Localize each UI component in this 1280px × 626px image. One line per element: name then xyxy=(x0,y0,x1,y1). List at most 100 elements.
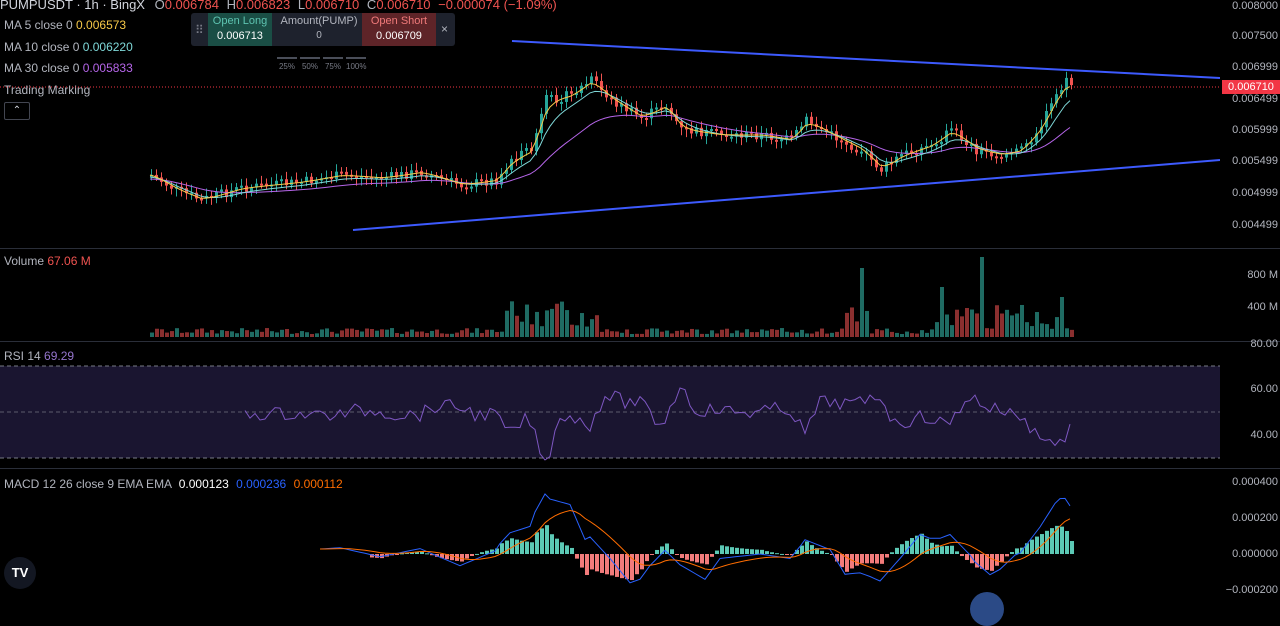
macd-histogram-bar xyxy=(955,551,959,554)
volume-chart[interactable] xyxy=(0,249,1220,341)
volume-bar xyxy=(650,328,654,337)
macd-axis[interactable]: 0.000400 0.000200 0.000000 −0.000200 xyxy=(1220,469,1280,607)
candle xyxy=(635,107,638,115)
open-long-button[interactable]: Open Long 0.006713 xyxy=(208,13,272,46)
candle xyxy=(185,188,188,194)
percent-25-button[interactable]: 25% xyxy=(277,57,297,71)
volume-bar xyxy=(230,331,234,337)
macd-tick: 0.000000 xyxy=(1232,548,1278,560)
volume-bar xyxy=(680,330,684,337)
ma5-legend[interactable]: MA 5 close 0 0.006573 xyxy=(4,18,126,32)
volume-bar xyxy=(470,332,474,337)
candle xyxy=(965,140,968,145)
macd-histogram-bar xyxy=(575,554,579,559)
collapse-indicators-button[interactable]: ⌃ xyxy=(4,102,30,120)
volume-bar xyxy=(910,333,914,337)
macd-histogram-bar xyxy=(815,548,819,554)
macd-line xyxy=(319,493,1071,584)
ma30-value: 0.005833 xyxy=(82,61,133,75)
candle xyxy=(535,133,538,152)
macd-histogram-bar xyxy=(680,554,684,559)
volume-bar xyxy=(870,333,874,337)
percent-100-button[interactable]: 100% xyxy=(346,57,366,71)
volume-bar xyxy=(855,321,859,337)
macd-histogram-bar xyxy=(595,554,599,572)
price-axis[interactable]: 0.008000 0.007500 0.006999 0.006499 0.00… xyxy=(1220,0,1280,248)
candle xyxy=(660,107,663,110)
candle xyxy=(170,185,173,189)
volume-bar xyxy=(560,301,564,337)
tradingview-logo[interactable]: TV xyxy=(4,557,36,589)
open-short-button[interactable]: Open Short 0.006709 xyxy=(362,13,436,46)
volume-bar xyxy=(265,328,269,337)
volume-bar xyxy=(530,324,534,337)
volume-bar xyxy=(685,332,689,337)
volume-bar xyxy=(570,324,574,337)
macd-histogram-bar xyxy=(615,554,619,577)
candle xyxy=(455,178,458,184)
volume-bar xyxy=(255,329,259,337)
volume-axis[interactable]: 800 M 400 M xyxy=(1220,249,1280,341)
macd-histogram-bar xyxy=(660,546,664,554)
volume-bar xyxy=(390,328,394,337)
trading-marking-legend[interactable]: Trading Marking xyxy=(4,83,90,97)
macd-histogram-bar xyxy=(965,554,969,560)
symbol-title[interactable]: PUMPUSDT · 1h · BingX xyxy=(0,0,145,12)
volume-bar xyxy=(335,333,339,337)
macd-histogram-bar xyxy=(585,554,589,575)
close-icon[interactable]: × xyxy=(441,22,449,36)
rsi-legend[interactable]: RSI 14 69.29 xyxy=(4,349,74,363)
volume-bar xyxy=(565,310,569,337)
last-price-badge: 0.006710 xyxy=(1222,80,1280,94)
ma10-label: MA 10 close 0 xyxy=(4,40,80,54)
candle xyxy=(390,172,393,178)
volume-bar xyxy=(410,329,414,337)
percent-50-button[interactable]: 50% xyxy=(300,57,320,71)
percent-75-button[interactable]: 75% xyxy=(323,57,343,71)
volume-bar xyxy=(425,333,429,337)
volume-bar xyxy=(605,329,609,337)
candle xyxy=(785,135,788,140)
ma30-legend[interactable]: MA 30 close 0 0.005833 xyxy=(4,61,133,75)
percent-100-label: 100% xyxy=(346,62,367,71)
volume-bar xyxy=(165,332,169,337)
candle xyxy=(915,153,918,156)
price-chart[interactable] xyxy=(0,0,1220,248)
volume-bar xyxy=(545,310,549,337)
volume-bar xyxy=(340,330,344,337)
drag-handle-icon[interactable]: ⠿ xyxy=(195,23,204,37)
volume-bar xyxy=(415,331,419,337)
volume-bar xyxy=(800,329,804,337)
volume-bar xyxy=(175,328,179,337)
volume-bar xyxy=(850,307,854,337)
amount-field[interactable]: Amount(PUMP) 0 xyxy=(279,13,359,41)
amount-label: Amount(PUMP) xyxy=(280,15,358,27)
candle xyxy=(840,140,843,143)
macd-histogram-bar xyxy=(1050,528,1054,554)
candle xyxy=(200,198,203,201)
volume-bar xyxy=(200,328,204,337)
candle xyxy=(500,173,503,185)
candle xyxy=(585,84,588,87)
macd-legend[interactable]: MACD 12 26 close 9 EMA EMA 0.000123 0.00… xyxy=(4,477,343,491)
ma10-legend[interactable]: MA 10 close 0 0.006220 xyxy=(4,40,133,54)
rsi-axis[interactable]: 80.00 60.00 40.00 xyxy=(1220,338,1280,468)
macd-histogram-bar xyxy=(735,547,739,554)
change-value: −0.000074 (−1.09%) xyxy=(438,0,557,12)
macd-chart[interactable] xyxy=(0,469,1220,607)
volume-legend[interactable]: Volume 67.06 M xyxy=(4,254,91,268)
macd-histogram-bar xyxy=(465,554,469,559)
rsi-chart[interactable] xyxy=(0,342,1220,468)
ma10-value: 0.006220 xyxy=(82,40,133,54)
volume-bar xyxy=(640,333,644,337)
macd-histogram-bar xyxy=(555,538,559,554)
macd-histogram-bar xyxy=(460,554,464,562)
candle xyxy=(615,97,618,107)
volume-bar xyxy=(625,329,629,337)
volume-bar xyxy=(185,332,189,337)
candle xyxy=(385,177,388,180)
volume-bar xyxy=(190,332,194,337)
volume-bar xyxy=(155,328,159,337)
globe-icon[interactable] xyxy=(970,592,1004,626)
low-value: 0.006710 xyxy=(305,0,360,12)
